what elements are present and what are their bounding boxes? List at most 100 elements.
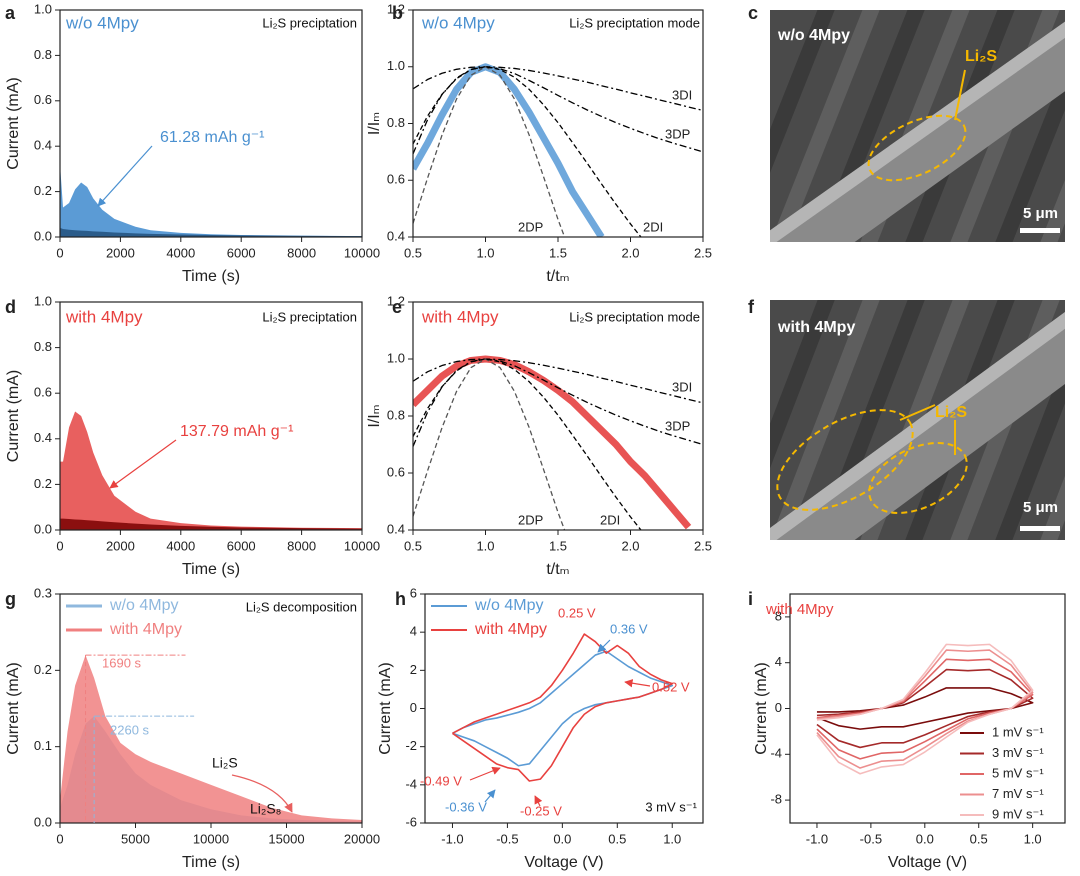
axes-frame bbox=[412, 9, 704, 238]
line bbox=[413, 358, 566, 530]
scale-bar bbox=[1020, 526, 1060, 531]
x-axis-label: Time (s) bbox=[182, 268, 240, 285]
curve-label: 3DP bbox=[665, 418, 690, 433]
annotation: -0.25 V bbox=[520, 803, 562, 818]
pointer bbox=[899, 404, 936, 421]
x-tick-label: 1.0 bbox=[1024, 831, 1042, 846]
panel-letter: b bbox=[392, 3, 403, 23]
arrow bbox=[231, 774, 293, 813]
y-tick-label: 1.0 bbox=[34, 1, 52, 16]
y-tick-label: 0.1 bbox=[34, 738, 52, 753]
y-tick-label: 0.3 bbox=[34, 585, 52, 600]
fiber-edge bbox=[770, 312, 1065, 540]
line bbox=[413, 66, 566, 237]
y-tick-label: 0.4 bbox=[387, 521, 405, 536]
y-axis-label: Current (mA) bbox=[5, 370, 22, 462]
annotation: Li₂S bbox=[965, 48, 997, 65]
y-tick-label: 0.6 bbox=[387, 172, 405, 187]
x-tick-label: 1.0 bbox=[663, 831, 681, 846]
x-tick-label: 2.0 bbox=[621, 538, 639, 553]
y-tick-label: 1.0 bbox=[34, 293, 52, 308]
plot-area bbox=[413, 355, 703, 530]
x-tick-label: 10000 bbox=[193, 831, 229, 846]
x-tick-label: 2.0 bbox=[621, 245, 639, 260]
line bbox=[452, 633, 674, 782]
x-tick-label: 0.0 bbox=[553, 831, 571, 846]
arrow bbox=[624, 679, 651, 688]
x-axis-label: t/tₘ bbox=[546, 268, 569, 285]
annotation: Li₂S decomposition bbox=[246, 599, 357, 614]
annotation: 5 μm bbox=[1023, 205, 1058, 222]
y-tick-label: 0 bbox=[775, 700, 782, 715]
curve-label: 3DP bbox=[665, 126, 690, 141]
fiber bbox=[995, 358, 1065, 540]
x-tick-label: -1.0 bbox=[441, 831, 463, 846]
li2s-region bbox=[867, 114, 967, 182]
li2s-region bbox=[776, 409, 914, 511]
scale-bar bbox=[1020, 228, 1060, 233]
arrow bbox=[109, 439, 177, 489]
x-tick-label: 6000 bbox=[227, 538, 256, 553]
annotation: with 4Mpy bbox=[65, 307, 143, 326]
annotation: w/o 4Mpy bbox=[777, 27, 850, 44]
x-tick-label: 0 bbox=[56, 831, 63, 846]
sem-texture bbox=[770, 300, 1065, 540]
x-axis-label: t/tₘ bbox=[546, 561, 569, 578]
arrow bbox=[97, 145, 153, 207]
x-tick-label: 15000 bbox=[268, 831, 304, 846]
x-tick-label: 0.5 bbox=[608, 831, 626, 846]
annotation: Li₂S bbox=[212, 755, 238, 771]
fiber bbox=[1040, 179, 1065, 242]
y-axis-label: Current (mA) bbox=[377, 662, 394, 754]
pointer bbox=[954, 69, 966, 121]
y-tick-label: 0.4 bbox=[34, 430, 52, 445]
panel-letter: h bbox=[395, 589, 406, 609]
x-axis-label: Time (s) bbox=[182, 561, 240, 578]
x-axis-label: Voltage (V) bbox=[524, 854, 603, 871]
x-tick-label: 0.5 bbox=[970, 831, 988, 846]
annotation: 137.79 mAh g⁻¹ bbox=[180, 423, 293, 440]
curve-label: 2DP bbox=[518, 219, 543, 234]
line bbox=[816, 687, 1034, 730]
y-axis-label: I/Iₘ bbox=[366, 404, 383, 427]
line bbox=[413, 66, 642, 237]
x-tick-label: 2000 bbox=[106, 538, 135, 553]
y-tick-label: 0.8 bbox=[387, 407, 405, 422]
arrow bbox=[484, 789, 496, 803]
area bbox=[60, 164, 362, 237]
fiber bbox=[1040, 475, 1065, 540]
line bbox=[413, 358, 703, 404]
annotation: Li₂S₈ bbox=[250, 801, 281, 817]
curve-label: 2DI bbox=[600, 512, 620, 527]
line bbox=[413, 63, 605, 237]
y-axis-label: Current (mA) bbox=[5, 662, 22, 754]
y-tick-label: 0.4 bbox=[387, 228, 405, 243]
line bbox=[413, 358, 642, 530]
x-tick-label: 6000 bbox=[227, 245, 256, 260]
y-tick-label: 0.8 bbox=[387, 115, 405, 130]
x-tick-label: 10000 bbox=[344, 245, 380, 260]
sem-image bbox=[770, 300, 1065, 540]
y-tick-label: -8 bbox=[770, 792, 782, 807]
annotation: 0.36 V bbox=[610, 621, 648, 636]
y-axis-label: Current (mA) bbox=[753, 662, 770, 754]
annotation: 0.52 V bbox=[652, 679, 690, 694]
annotation: Li₂S preciptation bbox=[262, 15, 357, 30]
x-tick-label: -0.5 bbox=[496, 831, 518, 846]
x-tick-label: 1.5 bbox=[549, 538, 567, 553]
plot-area bbox=[60, 655, 362, 823]
y-tick-label: 1.0 bbox=[387, 350, 405, 365]
annotation: w/o 4Mpy bbox=[65, 13, 139, 32]
y-tick-label: 4 bbox=[775, 654, 782, 669]
x-tick-label: 0.5 bbox=[404, 538, 422, 553]
line bbox=[452, 650, 674, 767]
sem-texture bbox=[770, 10, 1065, 242]
annotation: Li₂S preciptation bbox=[262, 309, 357, 324]
y-tick-label: 0.2 bbox=[34, 662, 52, 677]
arrow bbox=[534, 795, 543, 807]
curve-label: 3DI bbox=[672, 87, 692, 102]
y-tick-label: 6 bbox=[410, 585, 417, 600]
plot-area bbox=[413, 63, 703, 237]
y-tick-label: 1.2 bbox=[387, 1, 405, 16]
